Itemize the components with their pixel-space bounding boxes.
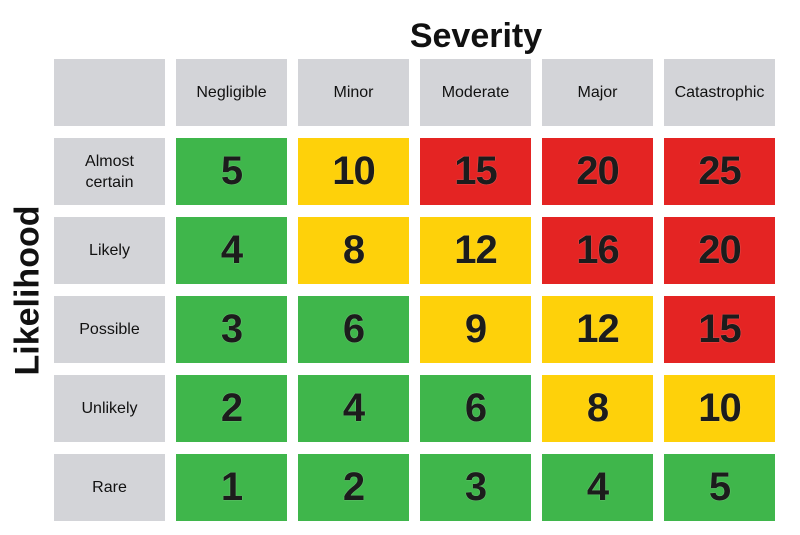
- row-header-rare: Rare: [54, 454, 165, 521]
- likelihood-axis-label: Likelihood: [4, 180, 52, 400]
- risk-cell-unlikely-minor: 4: [298, 375, 409, 442]
- risk-cell-almost-certain-negligible: 5: [176, 138, 287, 205]
- risk-cell-almost-certain-minor: 10: [298, 138, 409, 205]
- risk-cell-possible-negligible: 3: [176, 296, 287, 363]
- risk-cell-unlikely-major: 8: [542, 375, 653, 442]
- risk-cell-possible-moderate: 9: [420, 296, 531, 363]
- risk-cell-possible-major: 12: [542, 296, 653, 363]
- likelihood-label-text: Likelihood: [8, 205, 47, 375]
- risk-cell-rare-moderate: 3: [420, 454, 531, 521]
- risk-cell-almost-certain-catastrophic: 25: [664, 138, 775, 205]
- risk-cell-rare-negligible: 1: [176, 454, 287, 521]
- risk-cell-almost-certain-major: 20: [542, 138, 653, 205]
- row-header-possible: Possible: [54, 296, 165, 363]
- risk-cell-unlikely-negligible: 2: [176, 375, 287, 442]
- risk-cell-possible-minor: 6: [298, 296, 409, 363]
- risk-cell-rare-minor: 2: [298, 454, 409, 521]
- risk-cell-possible-catastrophic: 15: [664, 296, 775, 363]
- risk-cell-unlikely-moderate: 6: [420, 375, 531, 442]
- row-header-almost-certain: Almost certain: [54, 138, 165, 205]
- row-header-likely: Likely: [54, 217, 165, 284]
- column-header-negligible: Negligible: [176, 59, 287, 126]
- column-header-major: Major: [542, 59, 653, 126]
- risk-matrix: Negligible Minor Moderate Major Catastro…: [54, 59, 775, 521]
- risk-cell-likely-minor: 8: [298, 217, 409, 284]
- risk-cell-likely-major: 16: [542, 217, 653, 284]
- risk-cell-rare-catastrophic: 5: [664, 454, 775, 521]
- severity-title: Severity: [409, 17, 543, 55]
- risk-cell-likely-catastrophic: 20: [664, 217, 775, 284]
- risk-cell-rare-major: 4: [542, 454, 653, 521]
- risk-cell-likely-negligible: 4: [176, 217, 287, 284]
- column-header-moderate: Moderate: [420, 59, 531, 126]
- risk-cell-likely-moderate: 12: [420, 217, 531, 284]
- column-header-catastrophic: Catastrophic: [664, 59, 775, 126]
- row-header-unlikely: Unlikely: [54, 375, 165, 442]
- column-header-minor: Minor: [298, 59, 409, 126]
- risk-cell-unlikely-catastrophic: 10: [664, 375, 775, 442]
- corner-cell: [54, 59, 165, 126]
- risk-cell-almost-certain-moderate: 15: [420, 138, 531, 205]
